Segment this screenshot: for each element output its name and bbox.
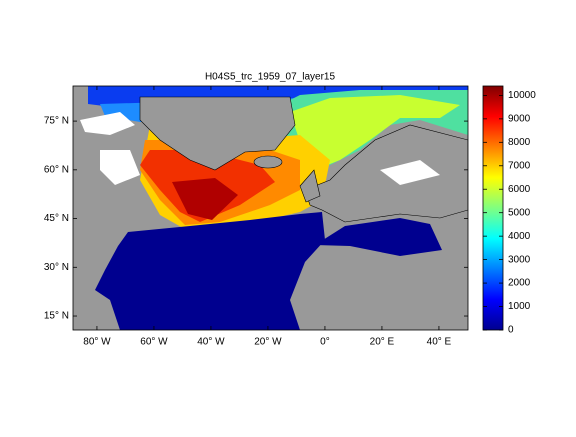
- x-tick-label: 80° W: [83, 337, 111, 348]
- british-isles: [299, 169, 321, 203]
- y-tick-label: 60° N: [44, 164, 69, 175]
- missing-data: [380, 160, 440, 185]
- x-tick-label: 20° W: [254, 337, 282, 348]
- colorbar-tick-label: 0: [508, 325, 514, 336]
- y-tick-label: 75° N: [44, 116, 69, 127]
- y-tick-label: 15° N: [44, 311, 69, 322]
- missing-data: [100, 150, 140, 185]
- missing-data: [80, 112, 135, 135]
- x-tick-label: 0°: [320, 337, 330, 348]
- colorbar: [482, 85, 504, 331]
- colorbar-tick-label: 3000: [508, 254, 531, 265]
- nordic-core: [290, 95, 460, 172]
- x-tick-label: 20° E: [370, 337, 395, 348]
- atlantic-south: [95, 212, 325, 330]
- iceland: [253, 155, 283, 169]
- colorbar-tick-label: 8000: [508, 137, 531, 148]
- colorbar-tick-label: 9000: [508, 113, 531, 124]
- colorbar-tick-label: 4000: [508, 231, 531, 242]
- colorbar-tick-label: 2000: [508, 278, 531, 289]
- colorbar-tick-label: 6000: [508, 184, 531, 195]
- colorbar-tick-label: 1000: [508, 301, 531, 312]
- colorbar-tick-label: 5000: [508, 207, 531, 218]
- atlantic-darkred: [172, 178, 238, 220]
- map-field: [73, 86, 468, 330]
- map-frame: [72, 85, 469, 331]
- y-tick-label: 45° N: [44, 213, 69, 224]
- mediterranean: [315, 218, 442, 256]
- x-tick-label: 40° W: [197, 337, 225, 348]
- map-title: H04S5_trc_1959_07_layer15: [205, 72, 336, 83]
- y-tick-label: 30° N: [44, 262, 69, 273]
- colorbar-tick-label: 10000: [508, 90, 536, 101]
- x-tick-label: 60° W: [140, 337, 168, 348]
- greenland: [139, 96, 296, 171]
- colorbar-tick-label: 7000: [508, 160, 531, 171]
- x-tick-label: 40° E: [427, 337, 452, 348]
